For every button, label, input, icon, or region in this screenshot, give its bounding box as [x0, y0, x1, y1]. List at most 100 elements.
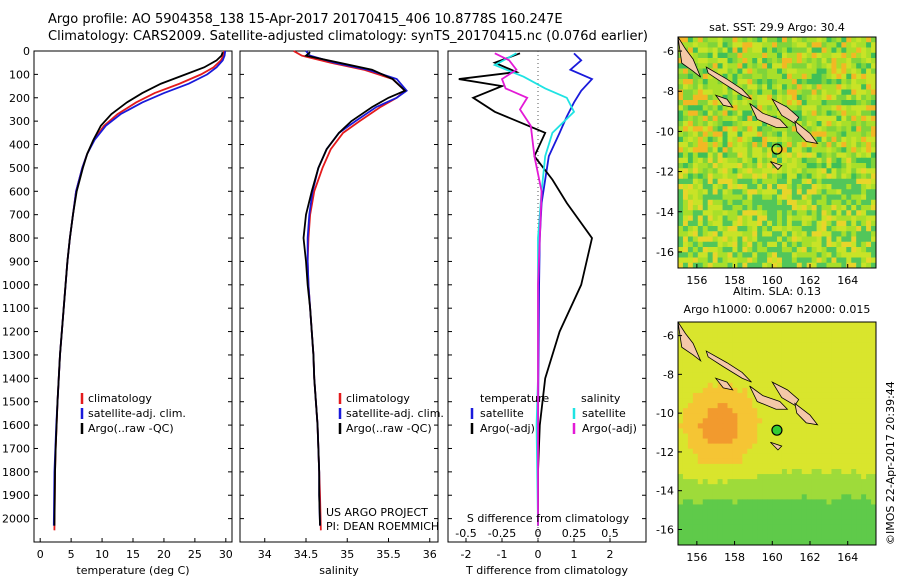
map-cell — [791, 199, 798, 206]
map-cell — [796, 136, 803, 143]
map-cell — [692, 499, 699, 505]
map-cell — [816, 147, 823, 153]
map-cell — [712, 252, 719, 258]
map-cell — [737, 403, 743, 409]
map-cell — [777, 262, 783, 269]
map-cell — [732, 42, 738, 48]
map-cell — [722, 262, 728, 269]
map-cell — [727, 479, 733, 485]
map-cell — [767, 524, 773, 531]
map-cell — [826, 357, 832, 364]
map-cell — [786, 105, 793, 111]
map-cell — [796, 100, 803, 106]
map-cell — [702, 231, 709, 237]
map-cell — [836, 443, 842, 450]
map-cell — [821, 178, 827, 185]
map-cell — [752, 262, 758, 269]
map-cell — [697, 152, 704, 159]
map-cell — [717, 189, 724, 195]
map-cell — [836, 534, 842, 541]
map-cell — [841, 199, 847, 206]
map-cell — [781, 84, 788, 90]
map-cell — [702, 534, 709, 541]
map-cell — [777, 47, 783, 54]
map-cell — [742, 514, 748, 521]
map-cell — [806, 489, 813, 495]
map-cell — [856, 474, 862, 480]
map-cell — [752, 157, 758, 164]
map-cell — [801, 194, 808, 201]
map-cell — [816, 241, 823, 248]
map-cell — [777, 178, 783, 185]
map-cell — [846, 252, 852, 258]
map-cell — [727, 257, 733, 264]
map-cell — [831, 105, 837, 111]
map-cell — [692, 418, 699, 424]
map-cell — [841, 387, 847, 394]
map-cell — [791, 210, 798, 216]
map-cell — [752, 168, 758, 174]
map-cell — [722, 408, 728, 414]
map-cell — [737, 205, 743, 211]
map-cell — [767, 514, 773, 521]
map-cell — [866, 184, 872, 190]
map-cell — [682, 152, 689, 159]
map-cell — [732, 489, 738, 495]
map-cell — [866, 105, 872, 111]
map-cell — [866, 494, 872, 500]
map-cell — [742, 157, 748, 164]
map-cell — [732, 79, 738, 85]
map-cell — [772, 68, 778, 75]
map-cell — [762, 105, 768, 111]
map-cell — [821, 362, 827, 369]
map-cell — [727, 68, 733, 75]
map-cell — [851, 403, 857, 409]
map-cell — [816, 524, 823, 531]
map-cell — [871, 105, 877, 111]
map-cell — [717, 322, 724, 328]
map-cell — [836, 352, 842, 358]
map-cell — [836, 428, 842, 434]
map-cell — [791, 529, 798, 536]
map-cell — [821, 514, 827, 521]
map-cell — [712, 529, 719, 536]
map-cell — [856, 382, 862, 389]
map-cell — [871, 79, 877, 85]
map-cell — [777, 68, 783, 75]
map-cell — [712, 136, 719, 143]
map-cell — [747, 210, 753, 216]
map-cell — [762, 362, 768, 369]
map-cell — [772, 184, 778, 190]
map-cell — [697, 377, 704, 384]
map-cell — [786, 387, 793, 394]
map-cell — [747, 152, 753, 159]
map-cell — [732, 236, 738, 243]
map-cell — [836, 52, 842, 59]
map-cell — [772, 157, 778, 164]
map-cell — [856, 163, 862, 169]
map-cell — [811, 463, 818, 470]
map-cell — [722, 494, 728, 500]
map-cell — [767, 105, 773, 111]
map-cell — [742, 463, 748, 470]
map-cell — [702, 252, 709, 258]
map-cell — [811, 94, 818, 101]
map-cell — [712, 372, 719, 379]
map-cell — [712, 332, 719, 338]
map-cell — [687, 252, 694, 258]
map-cell — [752, 327, 758, 333]
map-cell — [856, 94, 862, 101]
map-cell — [841, 342, 847, 348]
map-cell — [811, 534, 818, 541]
map-cell — [836, 433, 842, 440]
map-cell — [687, 504, 694, 511]
map-cell — [772, 131, 778, 138]
map-cell — [697, 474, 704, 480]
map-cell — [871, 94, 877, 101]
map-cell — [692, 163, 699, 169]
map-cell — [692, 131, 699, 138]
map-cell — [707, 372, 714, 379]
map-cell — [757, 194, 763, 201]
map-cell — [796, 94, 803, 101]
map-cell — [678, 247, 684, 253]
